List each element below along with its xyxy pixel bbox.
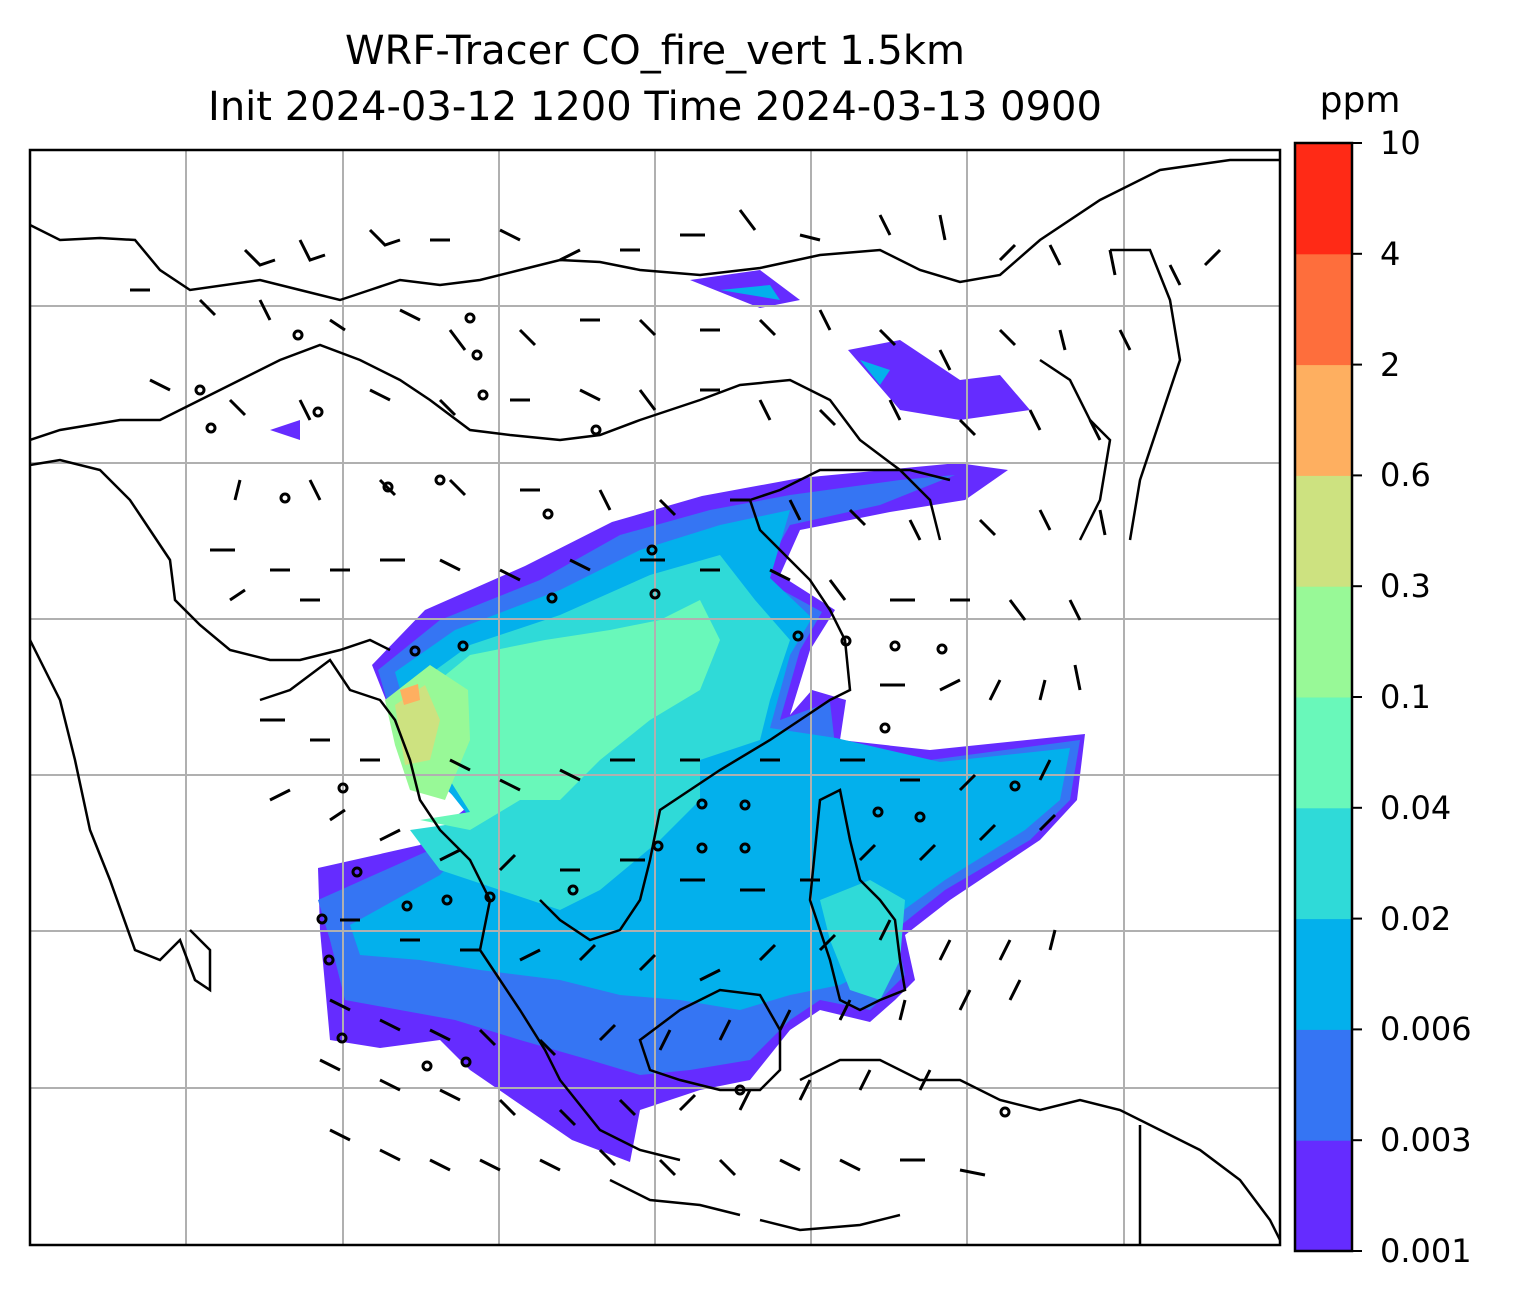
colorbar-segment (1295, 807, 1352, 920)
colorbar-tick-label: 0.6 (1380, 456, 1431, 495)
colorbar-segment (1295, 586, 1352, 698)
colorbar-segment (1295, 475, 1352, 587)
colorbar-tick-label: 2 (1380, 345, 1401, 384)
calm-wind-circles (194, 312, 1021, 1118)
colorbar-segment (1295, 253, 1352, 366)
colorbar-tick-label: 0.003 (1380, 1121, 1472, 1160)
gridlines (30, 150, 1280, 1245)
map-title-line1: WRF-Tracer CO_fire_vert 1.5km (344, 28, 966, 74)
map-title-line2: Init 2024-03-12 1200 Time 2024-03-13 090… (208, 84, 1102, 130)
tracer-north-patches (270, 270, 1030, 440)
colorbar-segment (1295, 1029, 1352, 1141)
colorbar-segment (1295, 143, 1352, 255)
wind-barbs (130, 209, 1222, 1177)
colorbar (1295, 142, 1362, 1252)
colorbar-tick-label: 4 (1380, 234, 1401, 273)
tracer-field (270, 270, 1085, 1162)
colorbar-frame (1293, 141, 1354, 1253)
colorbar-segment (1295, 918, 1352, 1030)
colorbar-tick-label: 0.3 (1380, 567, 1431, 606)
colorbar-tick-label: 0.006 (1380, 1010, 1472, 1049)
tracer-north-patches-2 (720, 285, 890, 385)
colorbar-tick-label: 0.02 (1380, 899, 1452, 938)
tracer-level-03 (395, 685, 440, 765)
colorbar-tick-label: 10 (1380, 124, 1421, 162)
tracer-level-06 (400, 684, 420, 705)
plot-area (30, 150, 1280, 1245)
colorbar-segment (1295, 697, 1352, 809)
tracer-level-004 (415, 600, 720, 830)
colorbar-segment (1295, 1140, 1352, 1252)
colorbar-unit-label: ppm (1319, 80, 1401, 121)
colorbar-tick-label: 0.001 (1380, 1232, 1472, 1270)
colorbar-segment (1295, 364, 1352, 476)
plot-frame (28, 148, 1282, 1247)
tracer-level-004b (820, 880, 905, 1000)
colorbar-tick-label: 0.04 (1380, 788, 1452, 827)
colorbar-tick-label: 0.1 (1380, 678, 1431, 716)
